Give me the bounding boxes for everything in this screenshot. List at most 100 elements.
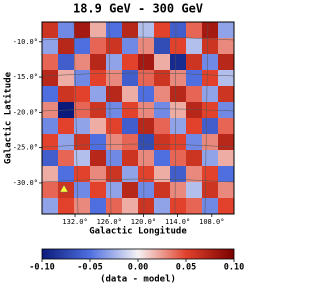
plot-frame — [41, 21, 235, 215]
heat-cell — [58, 118, 75, 135]
heat-cell — [186, 54, 203, 71]
heat-cell — [202, 54, 219, 71]
heat-cell — [170, 134, 187, 151]
heat-cell — [90, 118, 107, 135]
heat-cell — [74, 86, 91, 103]
heat-cell — [122, 166, 139, 183]
chart: 18.9 GeV - 300 GeV Galactic Longitude Ga… — [3, 2, 245, 285]
heat-cell — [90, 22, 107, 39]
colorbar — [41, 248, 235, 260]
heat-cell — [122, 150, 139, 167]
heat-cell — [218, 134, 234, 151]
heat-cell — [58, 150, 75, 167]
heat-cell — [170, 102, 187, 119]
heat-cell — [154, 198, 171, 214]
heat-cell — [154, 166, 171, 183]
heat-cell — [42, 150, 59, 167]
heat-cell — [58, 70, 75, 87]
heat-cell — [106, 198, 123, 214]
heat-cell — [106, 150, 123, 167]
heat-cell — [42, 70, 59, 87]
heat-cell — [170, 182, 187, 199]
heat-cell — [170, 38, 187, 55]
heat-cell — [122, 70, 139, 87]
heat-cell — [186, 86, 203, 103]
heat-cell — [138, 118, 155, 135]
heat-cell — [202, 198, 219, 214]
heat-cell — [186, 150, 203, 167]
heat-cell — [42, 22, 59, 39]
heat-cell — [42, 134, 59, 151]
heat-cell — [154, 86, 171, 103]
heat-cell — [74, 102, 91, 119]
colorbar-tick-label: 0.00 — [128, 263, 148, 273]
heat-cell — [170, 22, 187, 39]
heat-cell — [202, 118, 219, 135]
heat-cell — [138, 182, 155, 199]
heat-cell — [186, 118, 203, 135]
heat-cell — [218, 38, 234, 55]
heat-cell — [122, 198, 139, 214]
heat-cell — [186, 134, 203, 151]
heat-cell — [58, 166, 75, 183]
heat-cell — [106, 166, 123, 183]
heat-cell — [154, 70, 171, 87]
heat-cell — [106, 118, 123, 135]
heat-cell — [202, 150, 219, 167]
heat-cell — [218, 118, 234, 135]
heat-cell — [218, 198, 234, 214]
heat-cell — [90, 38, 107, 55]
heat-cell — [186, 182, 203, 199]
heat-cell — [154, 102, 171, 119]
heat-cell — [74, 182, 91, 199]
heat-cell — [170, 150, 187, 167]
heat-cell — [106, 86, 123, 103]
heat-cell — [42, 118, 59, 135]
colorbar-label: (data - model) — [100, 275, 176, 285]
heat-cell — [58, 54, 75, 71]
heat-cell — [218, 166, 234, 183]
heat-cell — [58, 22, 75, 39]
heat-cell — [122, 86, 139, 103]
heat-cell — [138, 70, 155, 87]
heat-cell — [74, 38, 91, 55]
heat-cell — [218, 86, 234, 103]
heat-cell — [74, 166, 91, 183]
heat-cell — [186, 102, 203, 119]
heat-cell — [58, 86, 75, 103]
heat-cell — [74, 118, 91, 135]
heat-cell — [154, 150, 171, 167]
heat-cell — [170, 70, 187, 87]
heat-cell — [42, 166, 59, 183]
colorbar-tick-label: -0.10 — [29, 263, 55, 273]
heat-cell — [58, 134, 75, 151]
heat-cell — [106, 38, 123, 55]
heat-cell — [202, 166, 219, 183]
heat-cell — [106, 134, 123, 151]
heat-cell — [170, 118, 187, 135]
heat-cell — [90, 54, 107, 71]
heat-cell — [138, 102, 155, 119]
heat-cell — [106, 70, 123, 87]
heat-cell — [106, 102, 123, 119]
heat-cell — [202, 86, 219, 103]
heat-cell — [106, 54, 123, 71]
y-tick-label: -30.0° — [13, 179, 38, 187]
heat-cell — [58, 38, 75, 55]
heat-cell — [122, 134, 139, 151]
heat-cell — [170, 198, 187, 214]
heat-cell — [218, 54, 234, 71]
heat-cell — [218, 182, 234, 199]
heat-cell — [122, 102, 139, 119]
heat-cell — [138, 86, 155, 103]
heat-cell — [138, 166, 155, 183]
heat-cell — [90, 70, 107, 87]
x-tick-label: 126.0° — [97, 218, 122, 226]
heat-cell — [138, 22, 155, 39]
heat-cell — [202, 38, 219, 55]
heat-cell — [154, 38, 171, 55]
source-marker — [59, 184, 69, 193]
y-axis-label: Galactic Latitude — [3, 71, 14, 164]
heat-cell — [186, 166, 203, 183]
heat-cell — [122, 38, 139, 55]
